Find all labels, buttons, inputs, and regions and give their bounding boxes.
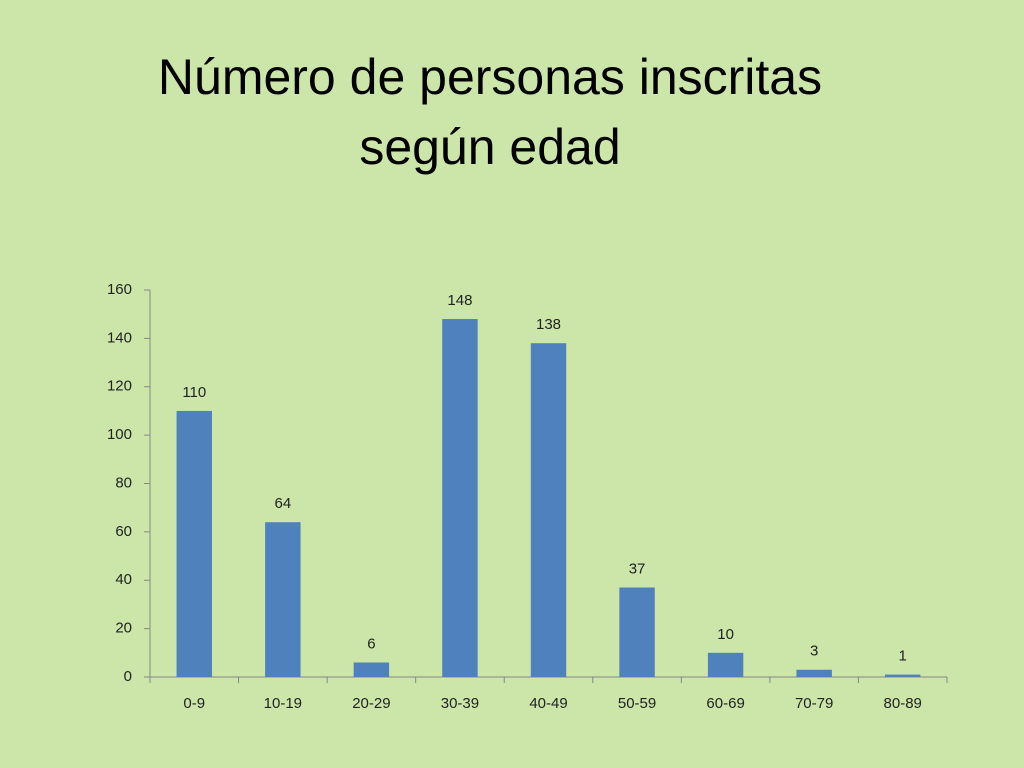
y-tick-label: 80 bbox=[115, 474, 132, 491]
data-label: 110 bbox=[182, 384, 206, 401]
bar bbox=[885, 674, 921, 677]
x-tick-label: 0-9 bbox=[183, 695, 205, 712]
data-label: 3 bbox=[810, 643, 818, 660]
bar bbox=[530, 343, 567, 677]
data-label: 1 bbox=[899, 648, 907, 665]
bar bbox=[707, 652, 744, 677]
bar bbox=[353, 662, 390, 677]
y-tick-label: 40 bbox=[115, 571, 132, 588]
x-tick-label: 70-79 bbox=[795, 695, 833, 712]
data-label: 6 bbox=[367, 635, 375, 652]
bar bbox=[796, 669, 832, 677]
y-tick-label: 160 bbox=[107, 281, 132, 298]
x-tick-label: 50-59 bbox=[618, 695, 656, 712]
bar bbox=[265, 522, 301, 677]
y-tick-label: 60 bbox=[115, 523, 132, 540]
x-tick-label: 20-29 bbox=[352, 695, 390, 712]
x-tick-label: 40-49 bbox=[529, 695, 567, 712]
x-tick-label: 80-89 bbox=[884, 695, 922, 712]
y-tick-label: 0 bbox=[124, 668, 132, 685]
chart-title: Número de personas inscritas según edad bbox=[157, 49, 823, 175]
data-label: 37 bbox=[629, 560, 646, 577]
y-tick-label: 20 bbox=[115, 620, 132, 637]
y-tick-label: 120 bbox=[107, 378, 132, 395]
bar bbox=[176, 410, 212, 677]
data-label: 64 bbox=[274, 495, 291, 512]
bar bbox=[442, 319, 478, 677]
x-tick-label: 10-19 bbox=[264, 695, 302, 712]
y-tick-label: 100 bbox=[107, 426, 132, 443]
x-tick-label: 60-69 bbox=[706, 695, 744, 712]
bar bbox=[619, 587, 655, 677]
data-label: 148 bbox=[447, 292, 472, 309]
y-tick-label: 140 bbox=[107, 329, 132, 346]
data-label: 10 bbox=[717, 626, 734, 643]
data-label: 138 bbox=[536, 316, 561, 333]
x-tick-label: 30-39 bbox=[441, 695, 479, 712]
